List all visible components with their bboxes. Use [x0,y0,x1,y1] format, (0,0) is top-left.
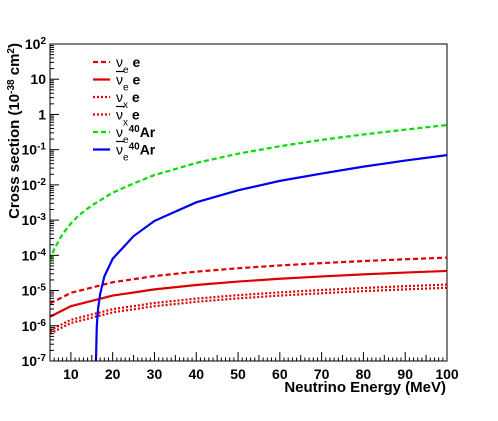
legend-item-5: νe40Ar [93,124,156,146]
legend-label: νx e [116,107,140,129]
plot-frame [49,43,448,362]
x-tick-label: 60 [272,366,288,382]
y-axis-title: Cross section (10-38 cm2) [6,43,24,219]
x-tick-label: 70 [314,366,330,382]
legend-label: νx e [116,89,140,111]
series-line-5 [50,123,447,262]
legend-label: νe e [116,54,140,76]
legend-label: νe40Ar [116,124,156,146]
y-tick-label: 10-6 [22,317,47,334]
legend-item-6: νe40Ar [93,140,156,163]
y-tick-label: 10-2 [22,176,47,193]
x-tick-label: 90 [397,366,413,382]
x-tick-label: 30 [147,366,163,382]
series-layer [50,123,447,361]
x-axis: 10 20 30 40 50 60 70 80 90 100 [49,352,459,382]
y-axis: 102 10 1 10-1 10-2 10-3 10-4 10-5 10-6 10-7 [22,36,59,370]
series-line-1 [50,256,447,305]
y-tick-label: 10-3 [22,212,47,229]
legend-label: νe e [116,72,140,94]
x-tick-label: 10 [63,366,79,382]
y-tick-label: 1 [38,106,46,122]
x-tick-label: 20 [105,366,121,382]
legend-item-3: νx e [93,89,140,111]
y-tick-label: 10-1 [22,141,47,158]
series-line-4 [50,286,447,335]
y-tick-label: 10 [30,71,46,87]
y-tick-label: 10-5 [22,282,47,299]
legend-item-4: νx e [93,105,140,129]
x-tick-label: 80 [356,366,372,382]
y-tick-label: 102 [25,36,47,53]
x-tick-label: 40 [188,366,204,382]
legend-item-2: νe e [93,70,140,94]
x-tick-label: 50 [230,366,246,382]
legend-item-1: νe e [93,54,140,76]
series-line-6 [94,154,447,361]
x-axis-title: Neutrino Energy (MeV) [284,379,446,396]
x-tick-label: 100 [435,366,459,382]
y-tick-label: 10-4 [22,247,47,264]
y-tick-label: 10-7 [22,353,47,370]
legend-label: νe40Ar [116,141,156,163]
